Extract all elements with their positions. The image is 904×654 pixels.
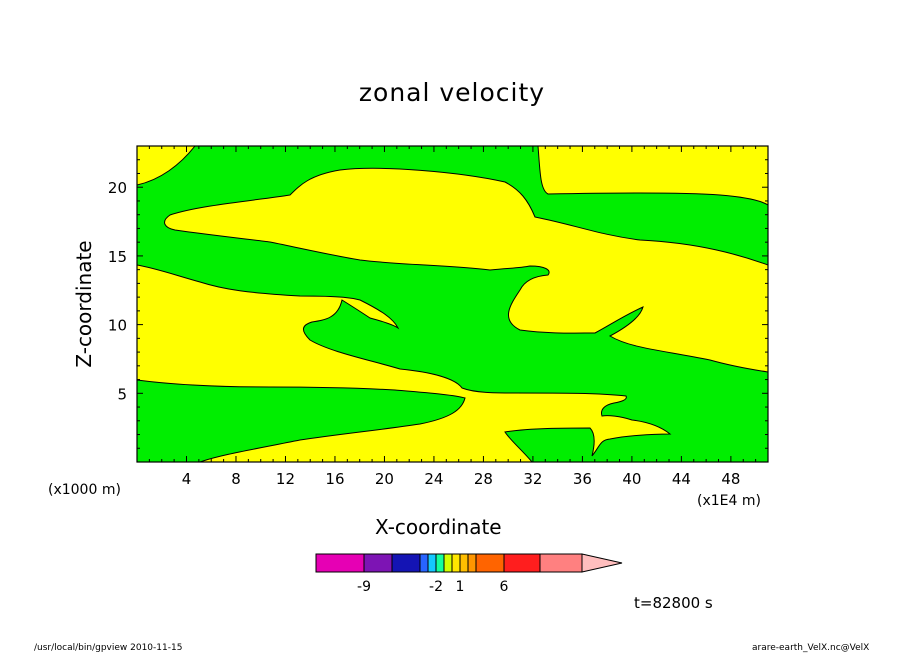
footer-right: arare-earth_VelX.nc@VelX: [752, 643, 870, 653]
x-tick-label-5: 24: [424, 470, 443, 488]
contour-region-green-main: [137, 146, 768, 462]
x-tick-label-7: 32: [523, 470, 542, 488]
x-unit-label: (x1E4 m): [697, 493, 761, 509]
colorbar-segment-1: [363, 553, 393, 573]
x-tick-label-10: 44: [672, 470, 691, 488]
colorbar-tick-label-2: 1: [456, 579, 465, 595]
x-tick-label-1: 8: [231, 470, 241, 488]
colorbar-tick-label-1: -2: [429, 579, 443, 595]
x-tick-label-8: 36: [573, 470, 592, 488]
colorbar-segment-10: [475, 553, 505, 573]
colorbar-segment-5: [435, 553, 445, 573]
x-axis-label: X-coordinate: [375, 515, 502, 539]
colorbar-segment-8: [459, 553, 469, 573]
contour-region-green-lower: [137, 379, 466, 462]
x-tick-label-11: 48: [721, 470, 740, 488]
colorbar-segment-12: [539, 553, 583, 573]
colorbar-segment-7: [451, 553, 461, 573]
y-unit-label: (x1000 m): [48, 482, 121, 498]
chart-title: zonal velocity: [358, 78, 546, 107]
y-tick-label-2: 15: [108, 248, 127, 266]
y-axis-label: Z-coordinate: [72, 240, 96, 368]
colorbar-tick-label-0: -9: [357, 579, 371, 595]
colorbar-segment-2: [391, 553, 421, 573]
y-tick-label-3: 20: [108, 179, 127, 197]
contour-fill-layer: [137, 146, 768, 462]
x-tick-label-9: 40: [622, 470, 641, 488]
colorbar: -9 -2 1 6: [315, 553, 623, 595]
axis-ticks-layer: [137, 146, 768, 462]
colorbar-segment-11: [503, 553, 541, 573]
y-tick-label-0: 5: [117, 385, 127, 403]
colorbar-segment-4: [427, 553, 437, 573]
x-tick-label-3: 16: [325, 470, 344, 488]
time-annotation: t=82800 s: [634, 594, 713, 612]
y-tick-label-1: 10: [108, 317, 127, 335]
colorbar-segment-6: [443, 553, 453, 573]
colorbar-tick-label-3: 6: [500, 579, 509, 595]
plot-frame: [136, 145, 769, 463]
colorbar-triangle-end: [581, 553, 623, 573]
footer-left: /usr/local/bin/gpview 2010-11-15: [34, 643, 183, 653]
x-tick-label-4: 20: [375, 470, 394, 488]
colorbar-segment-0: [315, 553, 365, 573]
x-tick-label-6: 28: [474, 470, 493, 488]
x-tick-label-2: 12: [276, 470, 295, 488]
x-tick-label-0: 4: [182, 470, 192, 488]
colorbar-segment-9: [467, 553, 477, 573]
colorbar-segment-3: [419, 553, 429, 573]
